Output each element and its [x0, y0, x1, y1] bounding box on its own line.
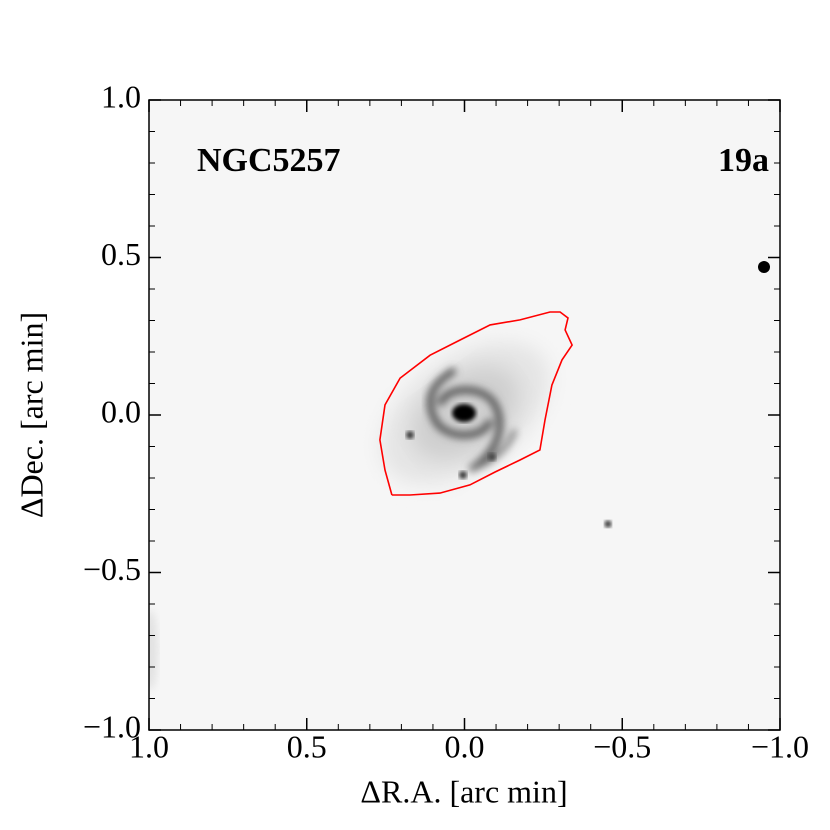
spiral-arm [436, 386, 504, 473]
x-tick-label: 1.0 [129, 728, 169, 764]
star [758, 261, 770, 273]
panel-id: 19a [718, 142, 769, 179]
knot [488, 453, 496, 461]
spiral-arm [426, 366, 494, 439]
x-tick-label: −0.5 [593, 728, 651, 764]
y-tick-label: −0.5 [83, 551, 141, 587]
x-tick-label: 0.5 [287, 728, 327, 764]
y-tick-label: 1.0 [101, 78, 141, 114]
y-tick-label: −1.0 [83, 708, 141, 744]
edge-glow [149, 610, 158, 690]
galaxy-core [452, 404, 476, 422]
y-axis-label: ΔDec. [arc min] [13, 312, 49, 518]
x-axis-label: ΔR.A. [arc min] [360, 773, 567, 809]
galaxy-name: NGC5257 [197, 142, 341, 179]
y-tick-label: 0.5 [101, 236, 141, 272]
sky-image [149, 100, 780, 730]
knot [459, 471, 467, 479]
contour [379, 311, 574, 496]
y-tick-label: 0.0 [101, 393, 141, 429]
x-tick-label: −1.0 [751, 728, 809, 764]
x-tick-label: 0.0 [445, 728, 485, 764]
knot [406, 431, 414, 439]
star [604, 520, 612, 528]
